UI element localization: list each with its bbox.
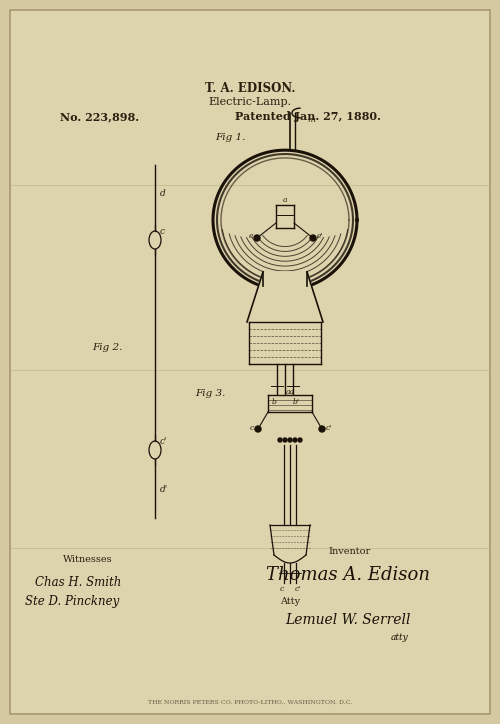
Circle shape [310, 235, 316, 241]
Text: aa: aa [286, 388, 294, 396]
Text: b': b' [292, 398, 300, 406]
Text: e: e [248, 232, 253, 240]
Text: c': c' [160, 437, 168, 447]
Ellipse shape [149, 441, 161, 459]
Text: No. 223,898.: No. 223,898. [60, 111, 140, 122]
Text: Fig 2.: Fig 2. [92, 343, 122, 353]
Text: THE NORRIS PETERS CO. PHOTO-LITHO., WASHINGTON, D.C.: THE NORRIS PETERS CO. PHOTO-LITHO., WASH… [148, 699, 352, 704]
Text: Thomas A. Edison: Thomas A. Edison [266, 566, 430, 584]
Text: Witnesses: Witnesses [63, 555, 113, 565]
Circle shape [283, 438, 287, 442]
Text: c': c' [326, 424, 332, 432]
Text: Atty: Atty [280, 597, 300, 607]
Text: T. A. EDISON.: T. A. EDISON. [205, 82, 295, 95]
Circle shape [319, 426, 325, 432]
Text: Lemuel W. Serrell: Lemuel W. Serrell [285, 613, 411, 627]
Circle shape [254, 235, 260, 241]
Text: Inventor: Inventor [329, 547, 371, 557]
Text: c: c [160, 227, 165, 237]
Text: b: b [272, 398, 276, 406]
Text: c': c' [295, 585, 301, 593]
Circle shape [255, 426, 261, 432]
Text: d: d [160, 188, 166, 198]
Text: atty: atty [391, 634, 409, 642]
Polygon shape [247, 272, 323, 322]
FancyBboxPatch shape [10, 10, 490, 714]
Text: Chas H. Smith: Chas H. Smith [35, 576, 121, 589]
Text: e': e' [317, 232, 324, 240]
Text: Ste D. Pinckney: Ste D. Pinckney [25, 596, 119, 608]
Text: a: a [283, 196, 287, 204]
Circle shape [288, 438, 292, 442]
Text: c: c [250, 424, 254, 432]
Text: Fig 3.: Fig 3. [195, 389, 226, 397]
Ellipse shape [149, 231, 161, 249]
Text: d': d' [160, 486, 168, 494]
Text: Electric-Lamp.: Electric-Lamp. [208, 97, 292, 107]
Text: Fig 1.: Fig 1. [215, 133, 246, 143]
Circle shape [298, 438, 302, 442]
Text: m: m [307, 116, 315, 124]
Circle shape [293, 438, 297, 442]
Circle shape [278, 438, 282, 442]
Text: c: c [280, 585, 284, 593]
Text: Patented Jan. 27, 1880.: Patented Jan. 27, 1880. [235, 111, 381, 122]
